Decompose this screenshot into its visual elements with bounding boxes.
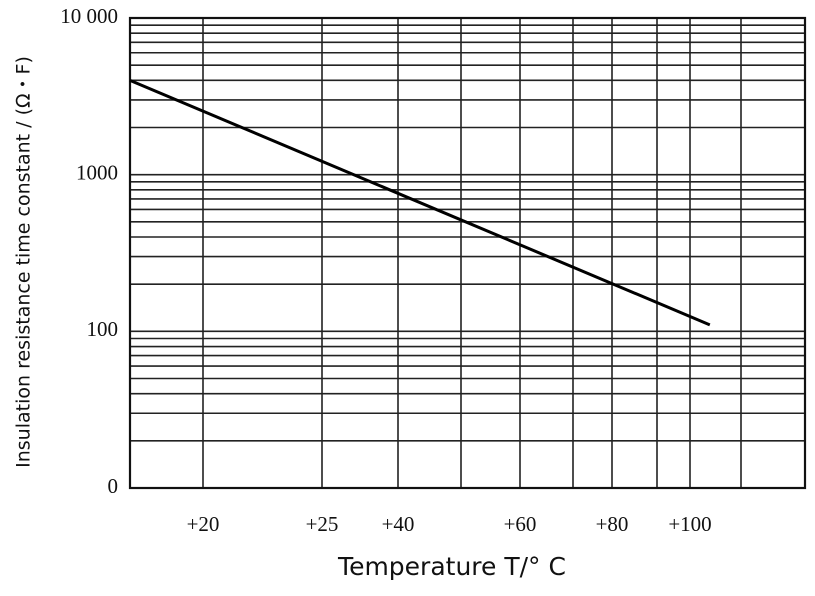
y-tick-label: 0 (108, 474, 119, 498)
x-tick-label: +20 (187, 512, 220, 536)
data-line (129, 78, 711, 327)
y-tick-label: 1000 (76, 160, 118, 184)
y-tick-label: 10 000 (60, 4, 118, 28)
x-axis-title: Temperature T/° C (337, 552, 566, 581)
y-axis-title: Insulation resistance time constant / (Ω… (13, 56, 35, 468)
y-tick-label: 100 (87, 317, 119, 341)
plot-frame (128, 16, 807, 490)
x-tick-label: +80 (596, 512, 629, 536)
x-tick-label: +100 (668, 512, 711, 536)
x-tick-label: +60 (504, 512, 537, 536)
x-tick-label: +25 (306, 512, 339, 536)
x-tick-label: +40 (382, 512, 415, 536)
